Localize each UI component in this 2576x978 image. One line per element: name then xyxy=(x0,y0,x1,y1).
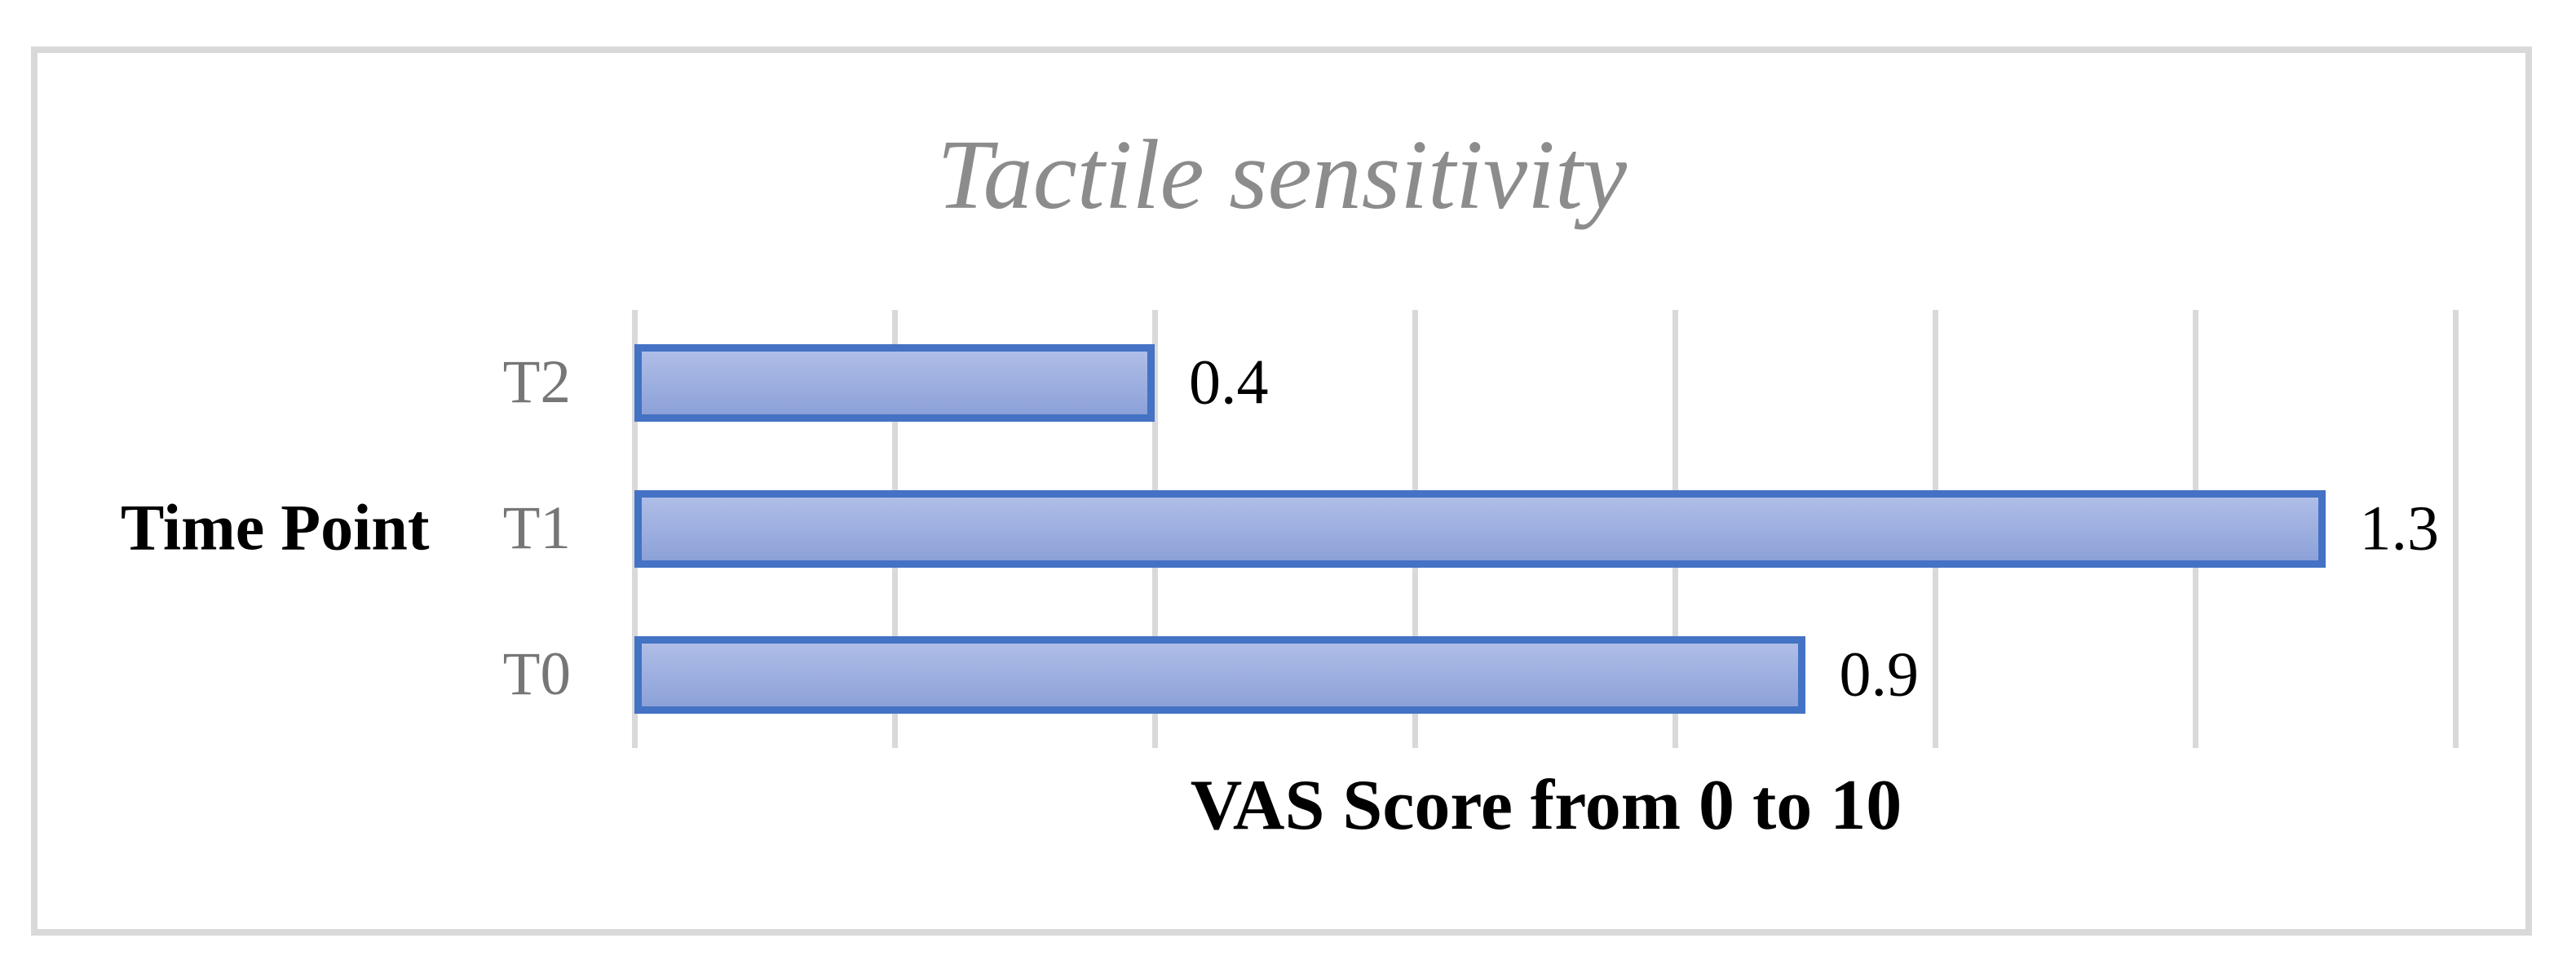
bar-value-label: 0.9 xyxy=(1839,637,1920,709)
category-label: T0 xyxy=(502,639,571,708)
category-label: T1 xyxy=(502,493,571,562)
category-label: T2 xyxy=(502,347,571,416)
gridline xyxy=(2453,310,2459,748)
chart-title: Tactile sensitivity xyxy=(936,120,1628,230)
bar-value-label: 1.3 xyxy=(2359,491,2440,563)
bar-T0 xyxy=(634,636,1805,714)
bar-T2 xyxy=(634,344,1155,422)
bar-value-label: 0.4 xyxy=(1189,345,1269,417)
x-axis-title: VAS Score from 0 to 10 xyxy=(1190,766,1902,845)
bar-T1 xyxy=(634,490,2326,568)
y-axis-title: Time Point xyxy=(121,492,430,564)
